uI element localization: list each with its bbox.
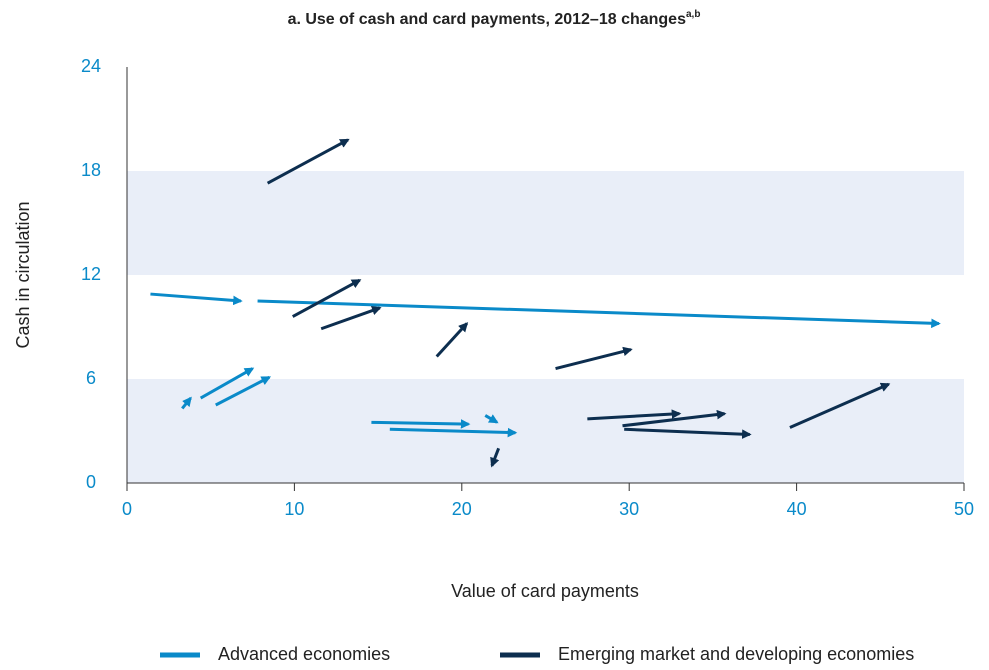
arrow [266,138,350,185]
arrow [389,427,518,438]
arrow [371,419,471,429]
arrow [789,382,891,429]
arrow [587,409,682,421]
band [127,379,964,483]
title-superscript: a,b [686,9,700,20]
band [127,171,964,275]
x-tick-label: 20 [452,499,472,519]
legend-label: Emerging market and developing economies [558,644,914,664]
arrow [181,396,192,410]
x-tick-label: 10 [284,499,304,519]
chart-title: a. Use of cash and card payments, 2012–1… [288,9,701,29]
y-tick-label: 0 [86,472,96,492]
y-tick-label: 6 [86,368,96,388]
legend-label: Advanced economies [218,644,390,664]
y-tick-label: 24 [81,56,101,76]
arrow [622,409,727,428]
x-axis-label: Value of card payments [451,581,639,601]
y-axis-label: Cash in circulation [13,201,33,348]
arrow [490,447,501,468]
arrow [199,367,255,400]
arrow [320,305,382,331]
arrow [150,292,243,306]
x-tick-label: 40 [787,499,807,519]
y-tick-label: 12 [81,264,101,284]
x-tick-label: 50 [954,499,974,519]
arrow [292,278,362,318]
arrow [484,414,499,424]
arrow [555,346,633,371]
arrow [215,375,271,407]
arrow [257,299,941,329]
x-tick-label: 0 [122,499,132,519]
arrow [624,427,752,439]
x-tick-label: 30 [619,499,639,519]
title-text: a. Use of cash and card payments, 2012–1… [288,11,687,28]
y-tick-label: 18 [81,160,101,180]
arrow [435,322,469,358]
